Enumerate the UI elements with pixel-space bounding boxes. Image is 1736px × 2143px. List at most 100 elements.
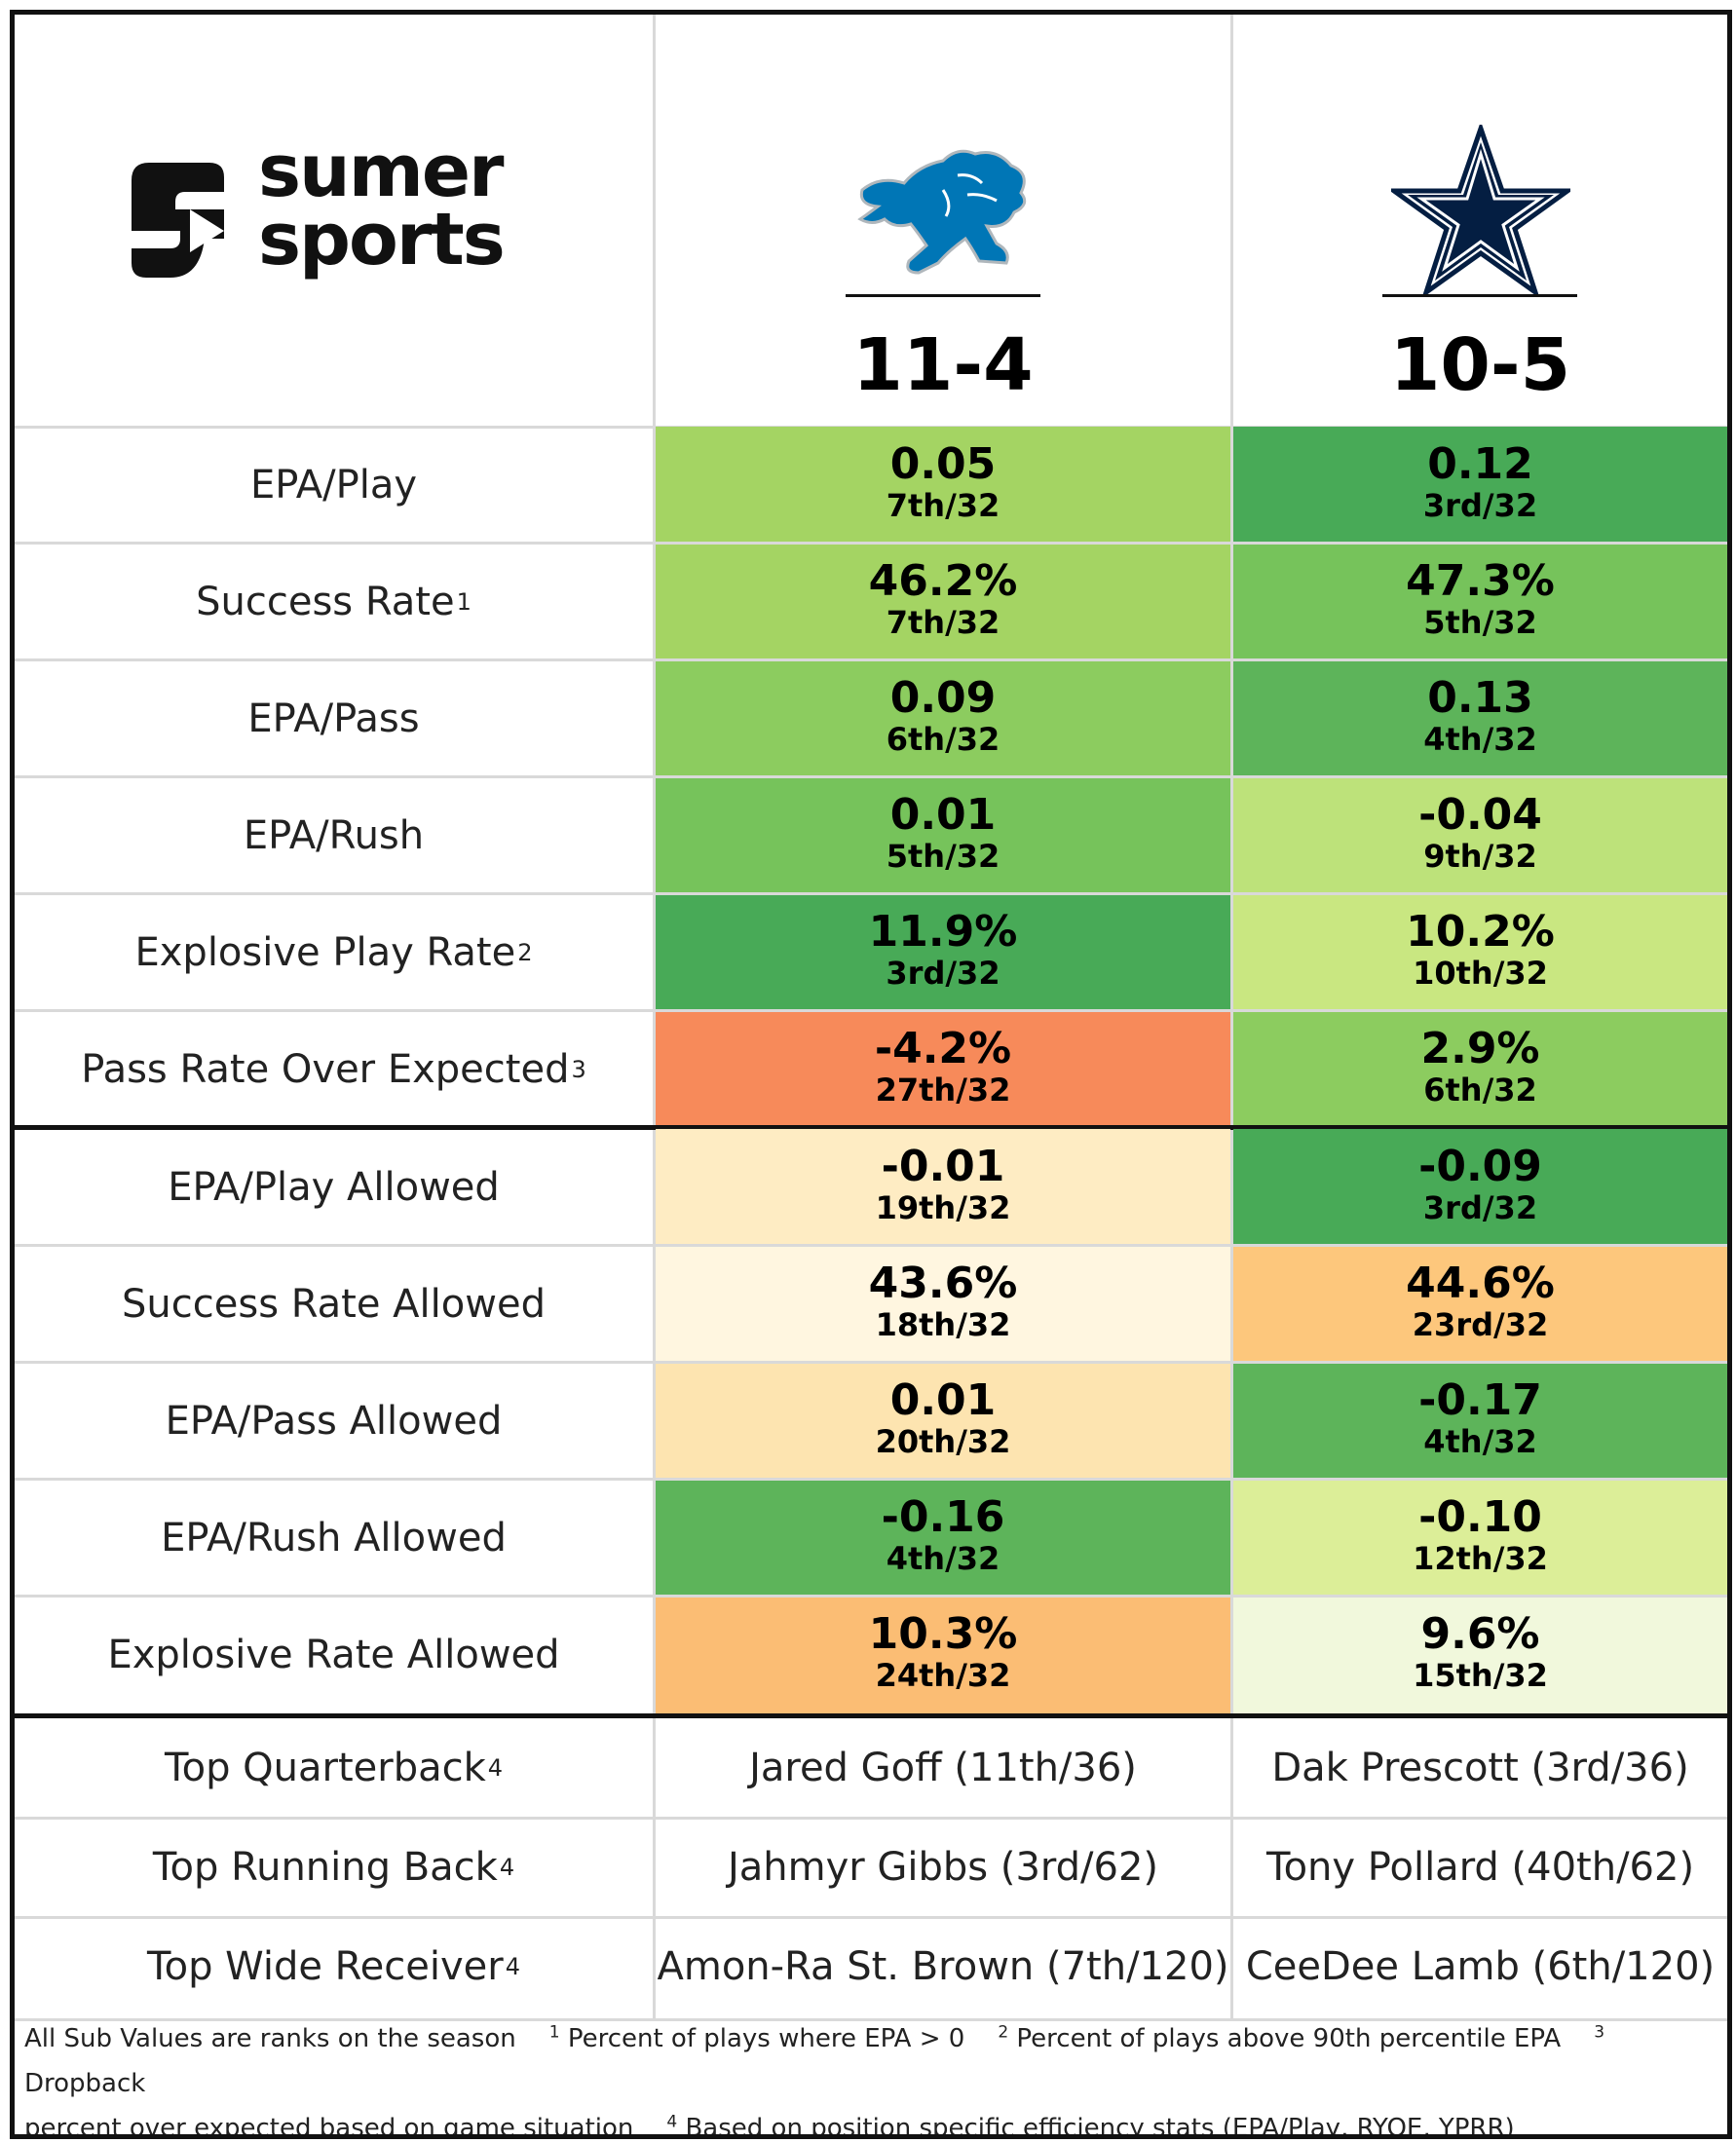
stat-rank: 9th/32 (1423, 838, 1537, 875)
footnote-item: 3 Dropback (24, 2024, 1604, 2098)
cowboys-player: CeeDee Lamb (6th/120) (1245, 1944, 1716, 1989)
cowboys-stat-cell: -0.10 12th/32 (1233, 1480, 1727, 1597)
lions-stat-cell: 0.01 20th/32 (656, 1363, 1230, 1480)
column-divider-1 (653, 15, 656, 2021)
star-icon (1390, 125, 1570, 296)
lions-stat-cell: 43.6% 18th/32 (656, 1246, 1230, 1363)
cowboys-stat-cell: -0.17 4th/32 (1233, 1363, 1727, 1480)
stat-value: 2.9% (1420, 1024, 1540, 1073)
footnote-line-2: percent over expected based on game situ… (24, 2106, 1719, 2139)
footnote-text: percent over expected based on game situ… (24, 2114, 634, 2139)
team-record: 10-5 (1389, 323, 1571, 407)
stat-row: Explosive Play Rate 2 11.9% 3rd/32 10.2% 10th… (15, 892, 1727, 1011)
stat-label: EPA/Rush (15, 777, 653, 894)
stat-value: -0.01 (881, 1142, 1005, 1191)
stat-label-text: EPA/Rush (243, 813, 425, 858)
cowboys-player: Dak Prescott (3rd/36) (1271, 1746, 1689, 1790)
row-divider (15, 658, 1727, 661)
footnote-number: 4 (666, 2112, 678, 2132)
footnote-item: 4 Based on position specific efficiency … (666, 2112, 1515, 2139)
stat-label-text: Explosive Rate Allowed (107, 1633, 560, 1677)
stat-row: Explosive Rate Allowed 10.3% 24th/32 9.6% 15… (15, 1595, 1727, 1713)
stat-label: Explosive Rate Allowed (15, 1597, 653, 1713)
section-divider (15, 1713, 1727, 1718)
cowboys-stat-cell: 44.6% 23rd/32 (1233, 1246, 1727, 1363)
stat-label-text: EPA/Rush Allowed (161, 1516, 507, 1560)
stat-label: Success Rate Allowed (15, 1246, 653, 1363)
row-divider (15, 1916, 1727, 1919)
cowboys-stat-cell: -0.04 9th/32 (1233, 777, 1727, 894)
cowboys-stat-cell: -0.09 3rd/32 (1233, 1129, 1727, 1246)
cowboys-stat-cell: 10.2% 10th/32 (1233, 894, 1727, 1011)
player-label-text: Top Quarterback (164, 1746, 486, 1790)
stat-value: 0.01 (889, 790, 997, 840)
footnote-item: 2 Percent of plays above 90th percentile… (998, 2024, 1561, 2053)
lions-stat-cell: -4.2% 27th/32 (656, 1011, 1230, 1128)
player-row: Top Quarterback 4 Jared Goff (11th/36) Dak … (15, 1719, 1727, 1817)
lions-player: Jahmyr Gibbs (3rd/62) (727, 1845, 1159, 1890)
row-divider (15, 1595, 1727, 1598)
row-divider (15, 1817, 1727, 1820)
lions-stat-cell: 46.2% 7th/32 (656, 544, 1230, 660)
lions-stat-cell: 0.05 7th/32 (656, 427, 1230, 544)
player-label-text: Top Wide Receiver (146, 1944, 504, 1989)
stat-rank: 3rd/32 (1422, 1189, 1538, 1226)
footnote-text: Based on position specific efficiency st… (685, 2114, 1515, 2139)
stat-label: EPA/Rush Allowed (15, 1480, 653, 1597)
cowboys-stat-cell: 0.12 3rd/32 (1233, 427, 1727, 544)
stat-value: 11.9% (868, 907, 1018, 957)
stat-rank: 27th/32 (875, 1072, 1011, 1109)
stat-row: EPA/Rush 0.01 5th/32 -0.04 9th/32 (15, 775, 1727, 894)
player-row: Top Wide Receiver 4 Amon-Ra St. Brown (7th… (15, 1916, 1727, 2015)
cowboys-player: Tony Pollard (40th/62) (1265, 1845, 1695, 1890)
brand-wordmark: sumer sports (258, 130, 506, 282)
brand-line-2: sports (258, 198, 506, 282)
lions-stat-cell: 11.9% 3rd/32 (656, 894, 1230, 1011)
player-label: Top Quarterback 4 (164, 1746, 504, 1790)
brand-line-1: sumer (258, 130, 505, 213)
stat-label-text: EPA/Pass (247, 696, 420, 741)
stat-label-text: Success Rate (196, 580, 455, 624)
stat-value: 10.2% (1406, 907, 1555, 957)
lion-icon (857, 149, 1027, 275)
divider-rule (1382, 294, 1577, 297)
team-header-lions: 11-4 (656, 15, 1230, 426)
stat-rank: 18th/32 (875, 1306, 1011, 1343)
section-divider (15, 1125, 1727, 1130)
footnote-text: All Sub Values are ranks on the season (24, 2024, 516, 2053)
stat-rank: 4th/32 (1423, 1423, 1537, 1460)
stat-rank: 24th/32 (875, 1657, 1011, 1694)
stat-rank: 15th/32 (1413, 1657, 1548, 1694)
player-label: Top Running Back 4 (152, 1845, 515, 1890)
stat-row: EPA/Rush Allowed -0.16 4th/32 -0.10 12th/32 (15, 1478, 1727, 1597)
stat-label: EPA/Play Allowed (15, 1129, 653, 1246)
lions-player: Amon-Ra St. Brown (7th/120) (657, 1944, 1229, 1989)
footnote-item: All Sub Values are ranks on the season (24, 2024, 516, 2053)
stat-rank: 4th/32 (886, 1540, 1000, 1577)
stat-rank: 6th/32 (1423, 1072, 1537, 1109)
footnote-text: Percent of plays above 90th percentile E… (1016, 2024, 1562, 2053)
comparison-table: sumer sports 11-4 10-5 EPA/Play 0.05 7th/3… (10, 10, 1732, 2139)
lions-player: Jared Goff (11th/36) (749, 1746, 1137, 1790)
footnote-text: Dropback (24, 2069, 146, 2098)
team-record: 11-4 (852, 323, 1034, 407)
stat-value: 9.6% (1420, 1609, 1540, 1659)
stat-label-text: Explosive Play Rate (134, 930, 516, 975)
team-header-cowboys: 10-5 (1233, 15, 1727, 426)
stat-label: Explosive Play Rate 2 (134, 930, 533, 975)
player-label: Top Wide Receiver 4 (146, 1944, 521, 1989)
stat-value: 47.3% (1406, 556, 1555, 606)
footnote-line-1: All Sub Values are ranks on the season 1 … (24, 2016, 1719, 2106)
stat-value: 10.3% (868, 1609, 1018, 1659)
row-divider (15, 775, 1727, 778)
stat-value: 0.09 (889, 673, 997, 723)
sumer-mark-icon (132, 163, 224, 278)
stat-rank: 5th/32 (1423, 604, 1537, 641)
divider-rule (846, 294, 1040, 297)
row-divider (15, 542, 1727, 545)
stat-value: 0.13 (1427, 673, 1533, 723)
cowboys-stat-cell: 0.13 4th/32 (1233, 660, 1727, 777)
cowboys-stat-cell: 47.3% 5th/32 (1233, 544, 1727, 660)
stat-rank: 19th/32 (875, 1189, 1011, 1226)
footnote-text: Percent of plays where EPA > 0 (567, 2024, 965, 2053)
